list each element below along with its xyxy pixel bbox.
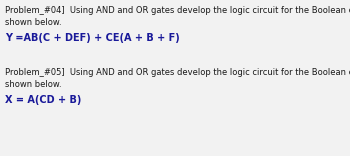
Text: shown below.: shown below. xyxy=(5,18,62,27)
Text: Problem_#05]  Using AND and OR gates develop the logic circuit for the Boolean e: Problem_#05] Using AND and OR gates deve… xyxy=(5,68,350,77)
Text: shown below.: shown below. xyxy=(5,80,62,89)
Text: Y =AB(C + DEF) + CE(A + B + F): Y =AB(C + DEF) + CE(A + B + F) xyxy=(5,33,180,43)
Text: Problem_#04]  Using AND and OR gates develop the logic circuit for the Boolean e: Problem_#04] Using AND and OR gates deve… xyxy=(5,6,350,15)
Text: X = A(CD + B): X = A(CD + B) xyxy=(5,95,81,105)
